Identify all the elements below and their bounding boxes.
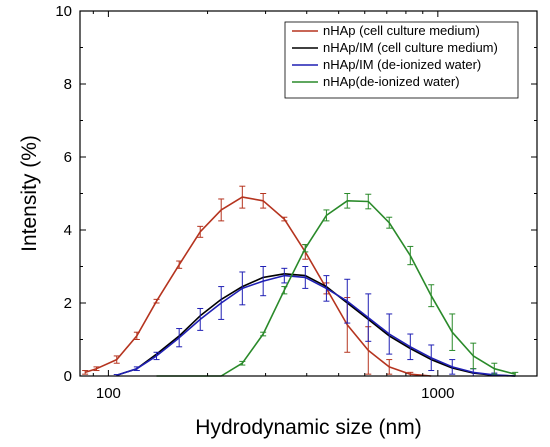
error-bar: [449, 359, 456, 375]
series-line: [84, 196, 432, 377]
error-bar: [323, 209, 330, 222]
legend-box: [284, 21, 519, 99]
y-axis-title: Intensity (%): [18, 135, 41, 252]
error-bar: [365, 293, 372, 342]
y-tick-label: 10: [55, 3, 72, 20]
axis-ticks: 0 2 4 6 8 10 100 1000: [55, 3, 538, 402]
error-bar: [281, 286, 288, 295]
error-bar: [218, 198, 225, 222]
error-bar: [407, 333, 414, 361]
legend-label: nHAp/IM (de-ionized water): [323, 57, 481, 72]
series-2: [116, 272, 516, 377]
y-tick-label: 8: [64, 76, 72, 93]
error-bar: [260, 266, 267, 297]
error-bar: [113, 355, 120, 364]
x-tick-label: 1000: [421, 385, 454, 402]
error-bar: [281, 267, 288, 284]
y-tick-label: 4: [64, 222, 72, 239]
error-bar: [153, 351, 160, 361]
legend-item: nHAp/IM (de-ionized water): [292, 57, 481, 72]
x-axis-title: Hydrodynamic size (nm): [195, 416, 421, 439]
error-bar: [365, 193, 372, 210]
error-bar: [428, 284, 435, 308]
error-bar: [491, 362, 498, 375]
error-bar: [260, 331, 267, 337]
error-bar: [133, 331, 140, 340]
y-tick-label: 0: [64, 368, 72, 385]
error-bar: [344, 193, 351, 209]
error-bar: [153, 298, 160, 304]
error-bar: [239, 360, 246, 366]
error-bar: [302, 266, 309, 289]
error-bar: [470, 342, 477, 370]
error-bar: [239, 185, 246, 209]
error-bar: [323, 275, 330, 302]
error-bar: [218, 286, 225, 320]
legend-label: nHAp/IM (cell culture medium): [323, 40, 498, 55]
legend: nHAp (cell culture medium) nHAp/IM (cell …: [284, 21, 519, 99]
error-bar: [449, 313, 456, 351]
error-bar: [197, 225, 204, 238]
series-line: [156, 200, 516, 377]
series-3: [113, 266, 516, 377]
error-bar: [176, 328, 183, 348]
legend-label: nHAp(de-ionized water): [323, 74, 460, 89]
error-bar: [239, 271, 246, 306]
error-bar: [197, 307, 204, 331]
error-bar: [93, 366, 100, 372]
plot-content: [82, 185, 519, 377]
error-bar: [176, 260, 183, 269]
legend-item: nHAp(de-ionized water): [292, 74, 460, 89]
error-bar: [302, 244, 309, 253]
error-bar: [344, 278, 351, 324]
legend-item: nHAp/IM (cell culture medium): [292, 40, 498, 55]
y-tick-label: 6: [64, 149, 72, 166]
error-bar: [386, 216, 393, 229]
legend-item: nHAp (cell culture medium): [292, 23, 480, 38]
error-bar: [260, 193, 267, 209]
x-tick-label: 100: [96, 385, 121, 402]
error-bar: [82, 370, 89, 375]
error-bar: [428, 344, 435, 372]
error-bar: [281, 216, 288, 222]
legend-label: nHAp (cell culture medium): [323, 23, 480, 38]
error-bar: [407, 245, 414, 266]
series-line: [116, 272, 516, 377]
error-bar: [133, 366, 140, 372]
y-tick-label: 2: [64, 295, 72, 312]
series-line: [116, 274, 516, 377]
error-bar: [386, 313, 393, 355]
